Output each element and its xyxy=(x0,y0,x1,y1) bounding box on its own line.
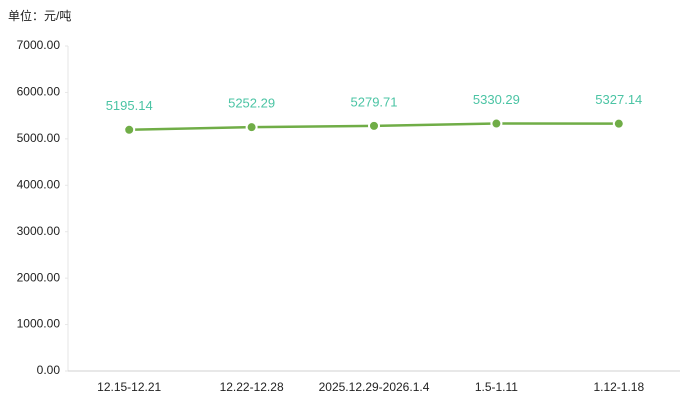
marker xyxy=(612,117,625,130)
marker xyxy=(123,123,136,136)
value-label: 5195.14 xyxy=(106,98,153,113)
value-label: 5330.29 xyxy=(473,92,520,107)
value-label: 5279.71 xyxy=(351,94,398,109)
y-tick-label: 5000.00 xyxy=(17,131,61,145)
value-label: 5252.29 xyxy=(228,96,275,111)
y-tick-label: 0.00 xyxy=(37,363,61,377)
x-tick-label: 12.15-12.21 xyxy=(97,380,161,394)
x-tick-label: 1.12-1.18 xyxy=(593,380,644,394)
unit-label: 单位：元/吨 xyxy=(8,8,71,23)
x-tick-label: 1.5-1.11 xyxy=(475,380,518,394)
x-tick-label: 12.22-12.28 xyxy=(220,380,284,394)
marker xyxy=(490,117,503,130)
x-tick-label: 2025.12.29-2026.1.4 xyxy=(319,380,430,394)
y-tick-label: 1000.00 xyxy=(17,317,61,331)
marker xyxy=(245,121,258,134)
y-tick-label: 6000.00 xyxy=(17,85,61,99)
y-tick-label: 4000.00 xyxy=(17,177,61,191)
y-tick-label: 7000.00 xyxy=(17,38,61,52)
marker xyxy=(368,119,380,132)
y-tick-label: 2000.00 xyxy=(17,270,61,284)
y-tick-label: 3000.00 xyxy=(17,224,61,238)
value-label: 5327.14 xyxy=(595,92,642,107)
